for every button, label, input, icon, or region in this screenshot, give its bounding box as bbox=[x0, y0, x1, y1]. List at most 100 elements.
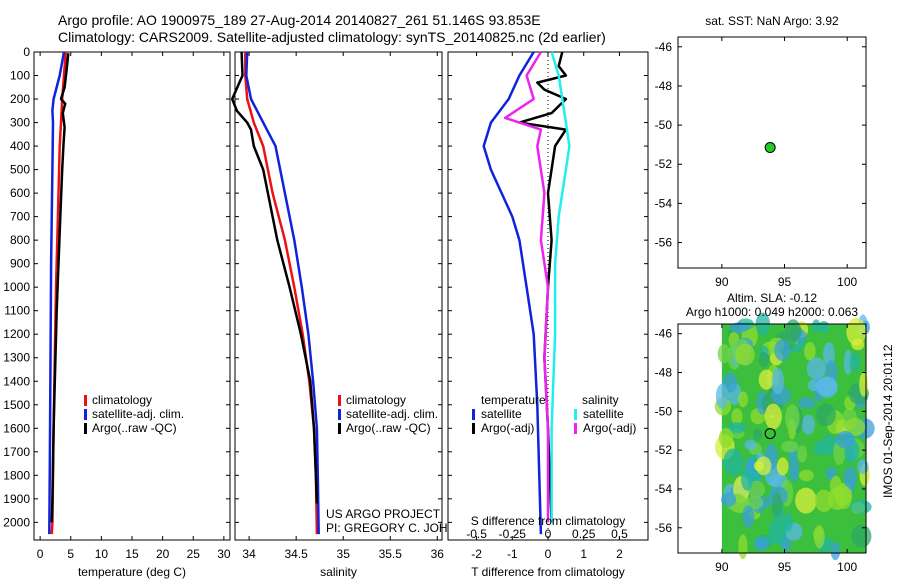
legend-label: Argo(-adj) bbox=[481, 421, 534, 435]
y-tick-label: -50 bbox=[655, 404, 673, 418]
heatmap-cell bbox=[843, 349, 852, 375]
heatmap-cell bbox=[764, 403, 782, 430]
heatmap-cell bbox=[731, 408, 743, 426]
y-tick-label: 700 bbox=[10, 210, 30, 224]
heatmap-cell bbox=[783, 512, 793, 532]
heatmap-cell bbox=[850, 499, 872, 514]
plot-title-line2: Climatology: CARS2009. Satellite-adjuste… bbox=[58, 29, 606, 45]
y-tick-label: -56 bbox=[655, 521, 673, 535]
y-tick-label: 500 bbox=[10, 163, 30, 177]
y-tick-label: 1900 bbox=[3, 492, 30, 506]
series-line-argo bbox=[50, 53, 70, 523]
top-tick-label: -0.25 bbox=[499, 527, 527, 541]
x-axis-label-top: S difference from climatology bbox=[471, 514, 626, 528]
y-tick-label: 1600 bbox=[3, 421, 30, 435]
y-tick-label: 1700 bbox=[3, 445, 30, 459]
heatmap-cell bbox=[768, 518, 787, 545]
x-axis-label: salinity bbox=[320, 565, 357, 579]
x-tick-label: 100 bbox=[837, 275, 857, 289]
legend-label: Argo(..raw -QC) bbox=[92, 421, 177, 435]
x-tick-label: 35 bbox=[337, 547, 351, 561]
heatmap-cell bbox=[735, 343, 755, 366]
heatmap-cell bbox=[799, 469, 814, 482]
heatmap-cell bbox=[758, 352, 769, 368]
heatmap-cell bbox=[742, 505, 755, 528]
legend-swatch bbox=[84, 423, 87, 434]
top-tick-label: 0.25 bbox=[572, 527, 596, 541]
y-tick-label: 300 bbox=[10, 116, 30, 130]
sst-map-frame bbox=[677, 36, 867, 269]
y-tick-label: 1500 bbox=[3, 398, 30, 412]
heatmap-cell bbox=[812, 319, 821, 333]
heatmap-cell bbox=[774, 339, 791, 362]
legend-swatch bbox=[84, 395, 87, 406]
legend-label: satellite bbox=[481, 407, 522, 421]
x-tick-label: 90 bbox=[715, 560, 729, 574]
annotation-pi: PI: GREGORY C. JOHNSON bbox=[326, 521, 482, 535]
argo-location-marker bbox=[764, 142, 776, 154]
sla-map-title-1: Altim. SLA: -0.12 bbox=[727, 291, 817, 305]
sla-map-frame bbox=[677, 323, 867, 554]
y-tick-label: -48 bbox=[655, 79, 673, 93]
x-tick-label: 35.5 bbox=[379, 547, 403, 561]
heatmap-cell bbox=[830, 541, 841, 561]
y-tick-label: 0 bbox=[23, 45, 30, 59]
legend-label: satellite-adj. clim. bbox=[346, 407, 438, 421]
y-tick-label: 100 bbox=[10, 69, 30, 83]
heatmap-cell bbox=[795, 487, 817, 514]
heatmap-cell bbox=[715, 383, 729, 409]
legend-swatch bbox=[574, 409, 577, 420]
top-tick-label: 0.5 bbox=[611, 527, 628, 541]
heatmap-cell bbox=[845, 418, 866, 436]
heatmap-cell bbox=[789, 455, 800, 483]
sla-map-title-2: Argo h1000: 0.049 h2000: 0.063 bbox=[686, 305, 858, 319]
heatmap-cell bbox=[804, 342, 816, 361]
y-tick-label: 800 bbox=[10, 233, 30, 247]
heatmap-cell bbox=[753, 460, 764, 472]
x-tick-label: 30 bbox=[217, 547, 231, 561]
x-tick-label: -2 bbox=[471, 547, 482, 561]
series-line-satellite bbox=[245, 51, 320, 535]
legend-swatch bbox=[338, 423, 341, 434]
y-tick-label: -56 bbox=[655, 236, 673, 250]
heatmap-cell bbox=[798, 397, 816, 409]
top-tick-label: 0 bbox=[545, 527, 552, 541]
heatmap-cell bbox=[727, 422, 746, 434]
x-tick-label: 34 bbox=[242, 547, 256, 561]
x-tick-label: 36 bbox=[431, 547, 445, 561]
x-tick-label: 10 bbox=[95, 547, 109, 561]
y-tick-label: -46 bbox=[655, 327, 673, 341]
y-tick-label: 200 bbox=[10, 92, 30, 106]
heatmap-cell bbox=[717, 344, 731, 364]
x-tick-label: 34.5 bbox=[284, 547, 308, 561]
y-tick-label: -50 bbox=[655, 118, 673, 132]
series-line-satellite bbox=[482, 51, 543, 535]
heatmap-cell bbox=[849, 352, 860, 372]
heatmap-cell bbox=[754, 537, 769, 551]
series-line-satellite bbox=[48, 51, 66, 535]
legend-label: Argo(..raw -QC) bbox=[346, 421, 431, 435]
y-tick-label: -46 bbox=[655, 40, 673, 54]
heatmap-cell bbox=[781, 440, 799, 453]
x-tick-label: 90 bbox=[715, 275, 729, 289]
heatmap-cell bbox=[801, 414, 816, 435]
x-tick-label: 25 bbox=[187, 547, 201, 561]
timestamp-label: IMOS 01-Sep-2014 20:01:12 bbox=[881, 344, 895, 498]
x-tick-label: 1 bbox=[580, 547, 587, 561]
y-tick-label: -52 bbox=[655, 157, 673, 171]
x-tick-label: 5 bbox=[67, 547, 74, 561]
y-tick-label: 1400 bbox=[3, 374, 30, 388]
legend-label: satellite bbox=[583, 407, 624, 421]
heatmap-cell bbox=[851, 524, 872, 548]
y-tick-label: 900 bbox=[10, 257, 30, 271]
x-axis-label: temperature (deg C) bbox=[78, 565, 186, 579]
heatmap-cell bbox=[738, 534, 748, 560]
heatmap-cell bbox=[843, 466, 857, 490]
x-tick-label: -1 bbox=[507, 547, 518, 561]
legend-swatch bbox=[338, 395, 341, 406]
x-tick-label: 95 bbox=[778, 560, 792, 574]
y-tick-label: 1200 bbox=[3, 327, 30, 341]
legend-title: salinity bbox=[582, 393, 619, 407]
heatmap-cell bbox=[797, 445, 807, 463]
y-tick-label: 2000 bbox=[3, 515, 30, 529]
